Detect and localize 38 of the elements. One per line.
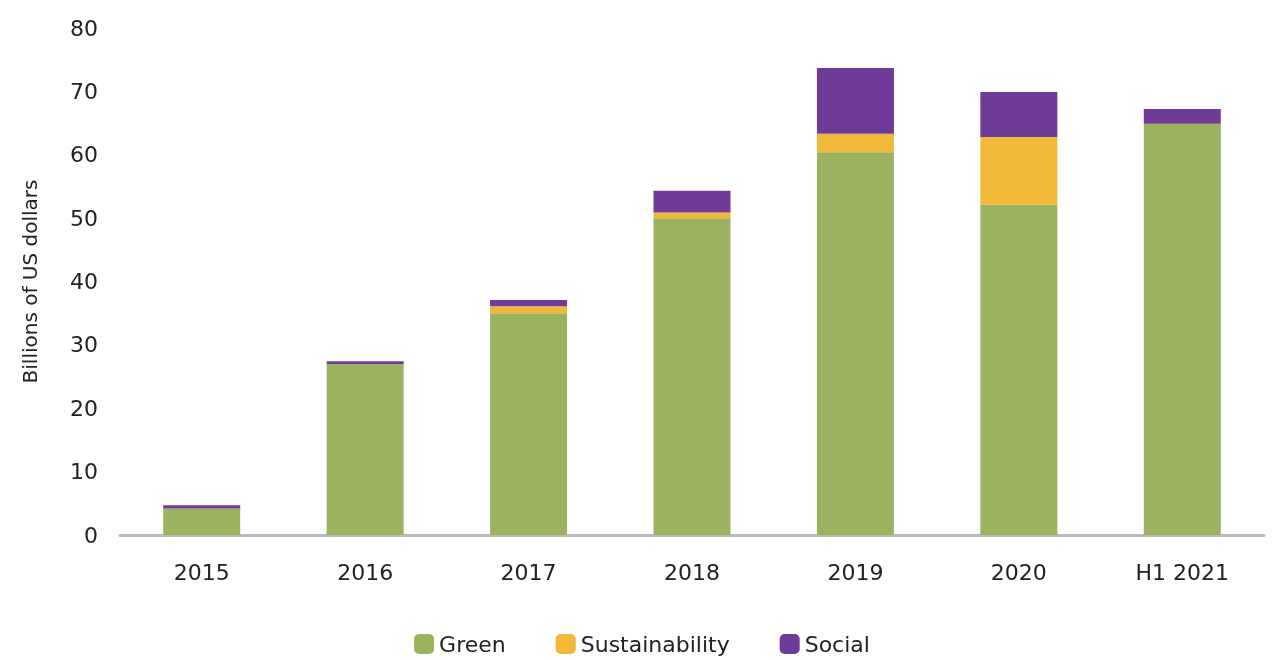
bar: [1143, 109, 1221, 124]
bar: [980, 137, 1058, 205]
bar: [326, 361, 404, 364]
legend-label: Green: [439, 631, 506, 657]
bar: [490, 306, 568, 314]
y-tick-label: 0: [84, 522, 98, 548]
x-tick-label: H1 2021: [1135, 559, 1230, 585]
y-tick-label: 40: [70, 269, 98, 294]
bar: [326, 363, 404, 535]
x-tick-label: 2015: [173, 559, 230, 585]
x-tick-label: 2017: [500, 559, 557, 585]
y-tick-label: 60: [70, 142, 98, 168]
y-tick-label: 10: [70, 459, 98, 485]
bar: [653, 218, 731, 535]
bar: [816, 152, 894, 535]
bar: [816, 67, 894, 134]
y-tick-label: 70: [70, 78, 98, 104]
bar: [653, 190, 731, 213]
bar: [490, 313, 568, 535]
x-tick-label: 2020: [990, 559, 1047, 585]
bar: [980, 204, 1058, 535]
bar: [163, 508, 241, 535]
bar: [490, 299, 568, 307]
x-tick-label: 2018: [664, 559, 720, 585]
bar: [1143, 123, 1221, 535]
y-tick-label: 30: [70, 332, 98, 358]
legend-label: Sustainability: [580, 631, 730, 657]
legend-label: Social: [804, 631, 870, 657]
y-axis-title: Billions of US dollars: [18, 179, 42, 384]
bar: [816, 133, 894, 153]
bar: [653, 212, 731, 219]
y-tick-label: 80: [70, 15, 98, 41]
y-tick-label: 20: [70, 395, 98, 421]
x-tick-label: 2019: [827, 559, 884, 585]
y-tick-label: 50: [70, 205, 98, 231]
bar: [163, 505, 241, 509]
x-tick-label: 2016: [337, 559, 394, 585]
bar: [980, 92, 1058, 138]
